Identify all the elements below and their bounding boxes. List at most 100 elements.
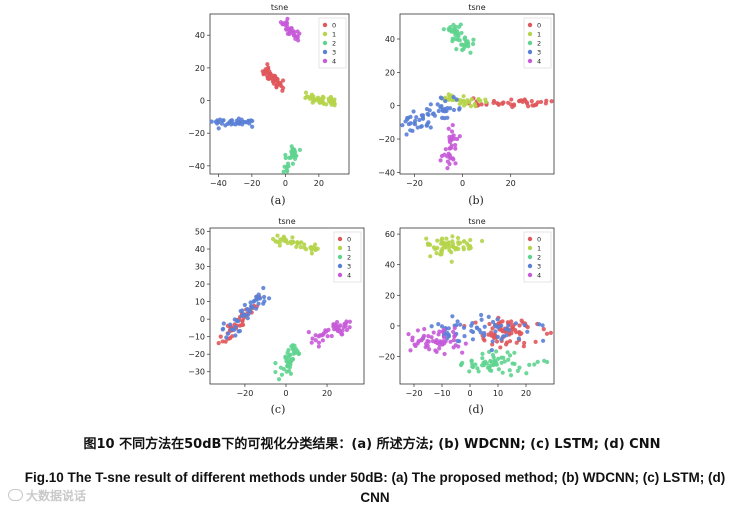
data-point-class-1 <box>294 244 299 250</box>
data-point-class-1 <box>278 237 283 242</box>
data-point-class-3 <box>462 333 467 339</box>
data-point-class-2 <box>489 359 494 364</box>
y-tick-label: 40 <box>385 35 395 44</box>
legend-marker-4 <box>322 58 328 64</box>
data-point-class-1 <box>295 241 300 246</box>
data-point-class-2 <box>469 358 474 363</box>
data-point-class-3 <box>250 118 255 124</box>
data-point-class-2 <box>487 365 492 370</box>
data-point-class-4 <box>441 327 446 332</box>
data-point-class-1 <box>428 254 433 259</box>
data-point-class-3 <box>242 302 247 308</box>
data-point-class-3 <box>428 125 433 130</box>
panel-c: tsne −20 0 20 −30 −20 −10 0 10 20 30 40 50 0 1 2 3 4 <box>180 214 370 402</box>
data-point-class-4 <box>338 323 343 328</box>
data-point-class-3 <box>243 120 248 125</box>
data-point-class-2 <box>287 155 292 160</box>
data-point-class-2 <box>459 362 464 367</box>
data-point-class-0 <box>533 339 538 344</box>
data-point-class-0 <box>216 340 221 346</box>
data-point-class-4 <box>445 154 450 159</box>
data-point-class-3 <box>489 347 494 353</box>
data-point-class-3 <box>237 121 242 126</box>
y-tick-label: −30 <box>188 368 205 377</box>
data-point-class-2 <box>527 362 532 367</box>
data-point-class-3 <box>412 122 418 127</box>
plot-title: tsne <box>271 3 288 12</box>
data-point-class-2 <box>496 356 501 362</box>
x-tick-label: 20 <box>314 179 324 188</box>
data-point-class-4 <box>309 340 314 345</box>
data-point-class-4 <box>335 328 340 333</box>
data-point-class-2 <box>286 356 292 361</box>
data-point-class-0 <box>218 334 223 339</box>
data-point-class-3 <box>513 321 519 326</box>
x-tick-label: −20 <box>406 179 423 188</box>
data-point-class-0 <box>278 82 283 87</box>
data-point-class-1 <box>273 239 278 244</box>
data-point-class-4 <box>426 339 431 344</box>
data-point-class-4 <box>287 28 292 33</box>
data-point-class-4 <box>333 322 338 327</box>
data-point-class-1 <box>473 104 478 109</box>
data-point-class-4 <box>320 332 326 337</box>
data-point-class-1 <box>332 100 337 105</box>
data-point-class-3 <box>228 322 233 327</box>
data-point-class-2 <box>278 365 284 370</box>
y-tick-label: −20 <box>378 135 395 144</box>
data-point-class-4 <box>325 334 330 339</box>
legend-label-1: 1 <box>537 245 541 253</box>
data-point-class-2 <box>532 362 537 367</box>
data-point-class-2 <box>508 373 514 378</box>
data-point-class-2 <box>507 353 513 358</box>
data-point-class-3 <box>408 121 413 126</box>
data-point-class-3 <box>411 109 416 114</box>
data-point-class-4 <box>445 165 450 171</box>
data-point-class-2 <box>467 369 472 374</box>
data-point-class-3 <box>224 335 229 340</box>
data-point-class-2 <box>505 350 510 355</box>
data-point-class-3 <box>228 118 233 124</box>
y-tick-label: −20 <box>188 129 205 138</box>
data-point-class-1 <box>465 98 470 103</box>
plot-title: tsne <box>468 3 485 12</box>
data-point-class-3 <box>445 106 450 111</box>
data-point-class-0 <box>498 320 503 325</box>
x-tick-label: 20 <box>521 389 531 398</box>
data-point-class-4 <box>420 336 426 341</box>
data-point-class-2 <box>273 369 278 375</box>
data-point-class-4 <box>457 134 462 139</box>
data-point-class-3 <box>470 337 476 342</box>
data-point-class-2 <box>297 147 303 153</box>
data-point-class-1 <box>309 245 314 251</box>
data-point-class-0 <box>526 104 531 109</box>
data-point-class-2 <box>517 365 522 370</box>
data-point-class-3 <box>439 96 444 101</box>
data-point-class-4 <box>408 348 413 353</box>
data-point-class-3 <box>540 338 546 343</box>
data-point-class-0 <box>482 338 487 343</box>
data-point-class-2 <box>499 360 504 365</box>
data-point-class-4 <box>463 341 468 346</box>
data-point-class-3 <box>250 124 255 129</box>
data-point-class-2 <box>462 44 467 49</box>
data-point-class-4 <box>452 325 457 331</box>
data-point-class-2 <box>290 152 295 157</box>
data-point-class-3 <box>239 313 244 319</box>
data-point-class-3 <box>499 323 504 328</box>
data-point-class-1 <box>446 92 451 97</box>
data-point-class-4 <box>316 340 322 345</box>
data-point-class-4 <box>431 330 436 335</box>
data-point-class-4 <box>423 344 428 350</box>
panel-label-d: (d) <box>468 403 484 416</box>
data-point-class-4 <box>441 339 446 344</box>
data-point-class-3 <box>254 297 259 302</box>
data-point-class-3 <box>266 296 272 301</box>
data-point-class-3 <box>424 123 429 128</box>
data-point-class-1 <box>303 247 309 252</box>
data-point-class-4 <box>291 33 297 38</box>
data-point-class-4 <box>452 334 457 339</box>
y-tick-label: −20 <box>188 350 205 359</box>
x-tick-label: −40 <box>210 179 227 188</box>
data-point-class-0 <box>514 340 519 345</box>
